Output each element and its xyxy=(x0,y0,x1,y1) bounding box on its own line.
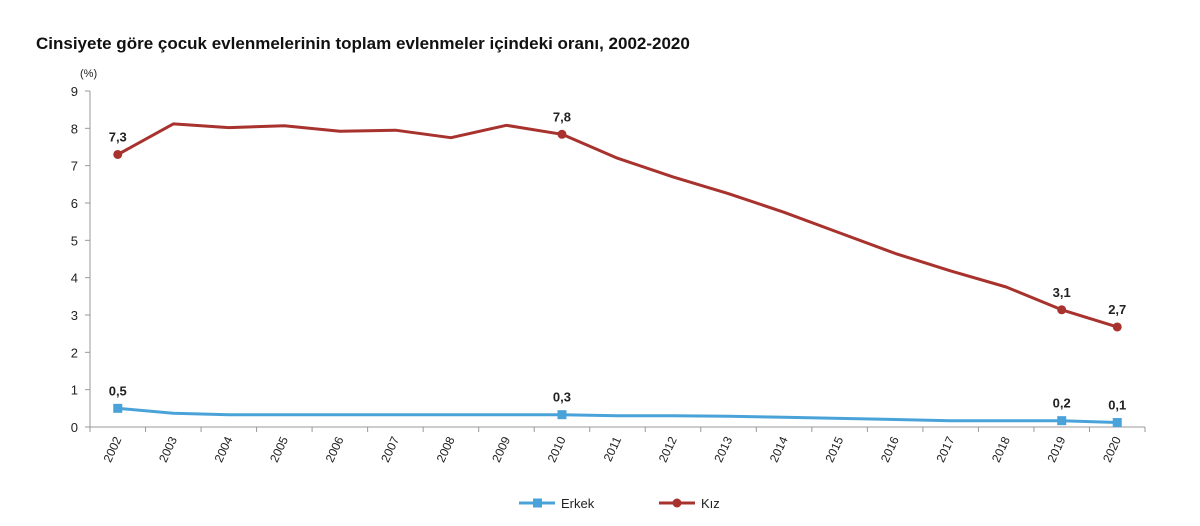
data-point-marker xyxy=(1057,416,1067,426)
x-tick-label: 2005 xyxy=(267,434,291,464)
legend-marker xyxy=(672,498,682,508)
data-point-marker xyxy=(113,149,123,159)
x-tick-label: 2020 xyxy=(1100,434,1124,464)
chart-title: Cinsiyete göre çocuk evlenmelerinin topl… xyxy=(36,34,690,53)
x-tick-label: 2018 xyxy=(989,434,1013,464)
legend-item: Kız xyxy=(659,496,720,511)
legend-label: Erkek xyxy=(561,496,595,511)
chart-axes: 0 1 2 3 4 5 6 7 8 9 2002 2003 2004 2005 2006 2007 2008 20… xyxy=(71,84,1146,464)
y-tick-label: 5 xyxy=(71,233,78,248)
x-tick-label: 2004 xyxy=(212,434,236,464)
y-tick-label: 1 xyxy=(71,383,78,398)
y-tick-label: 8 xyxy=(71,121,78,136)
y-tick-label: 3 xyxy=(71,308,78,323)
series-line xyxy=(116,406,1119,424)
data-label: 0,1 xyxy=(1108,398,1126,413)
x-tick-label: 2013 xyxy=(711,434,735,464)
x-tick-label: 2007 xyxy=(378,434,402,464)
data-label: 7,8 xyxy=(553,109,571,124)
data-label: 7,3 xyxy=(109,129,127,144)
x-tick-label: 2019 xyxy=(1044,434,1068,464)
data-point-marker xyxy=(113,403,123,413)
y-axis-unit-label: (%) xyxy=(80,68,97,80)
series-line xyxy=(116,122,1119,329)
y-tick-label: 2 xyxy=(71,345,78,360)
data-label: 2,7 xyxy=(1108,302,1126,317)
y-tick-label: 6 xyxy=(71,196,78,211)
x-tick-label: 2002 xyxy=(101,434,125,464)
chart-legend: Erkek Kız xyxy=(519,496,720,511)
data-label: 0,5 xyxy=(109,383,127,398)
series-erkek: 0,5 0,3 0,2 0,1 xyxy=(109,383,1126,428)
legend-label: Kız xyxy=(701,496,720,511)
x-tick-label: 2016 xyxy=(878,434,902,464)
data-label: 0,2 xyxy=(1053,396,1071,411)
data-label: 3,1 xyxy=(1053,285,1071,300)
y-tick-label: 0 xyxy=(71,420,78,435)
x-tick-label: 2014 xyxy=(767,434,791,464)
y-tick-label: 9 xyxy=(71,84,78,99)
data-point-marker xyxy=(557,129,567,139)
series-k-z: 7,3 7,8 3,1 2,7 xyxy=(109,109,1126,332)
x-tick-label: 2003 xyxy=(156,434,180,464)
series-layer: 0,5 0,3 0,2 0,1 7,3 7,8 3,1 2,7 xyxy=(109,109,1126,428)
legend-item: Erkek xyxy=(519,496,595,511)
x-tick-label: 2010 xyxy=(545,434,569,464)
legend-marker xyxy=(533,498,542,508)
x-tick-label: 2011 xyxy=(601,434,625,464)
data-label: 0,3 xyxy=(553,390,571,405)
x-tick-label: 2015 xyxy=(822,434,846,464)
x-tick-label: 2008 xyxy=(434,434,458,464)
y-tick-label: 7 xyxy=(71,159,78,174)
x-tick-label: 2006 xyxy=(323,434,347,464)
data-point-marker xyxy=(557,410,567,420)
data-point-marker xyxy=(1112,418,1122,428)
x-tick-label: 2017 xyxy=(933,434,957,464)
y-tick-label: 4 xyxy=(71,271,78,286)
data-point-marker xyxy=(1057,305,1067,315)
x-tick-label: 2012 xyxy=(656,434,680,464)
x-tick-label: 2009 xyxy=(489,434,513,464)
data-point-marker xyxy=(1112,322,1122,332)
